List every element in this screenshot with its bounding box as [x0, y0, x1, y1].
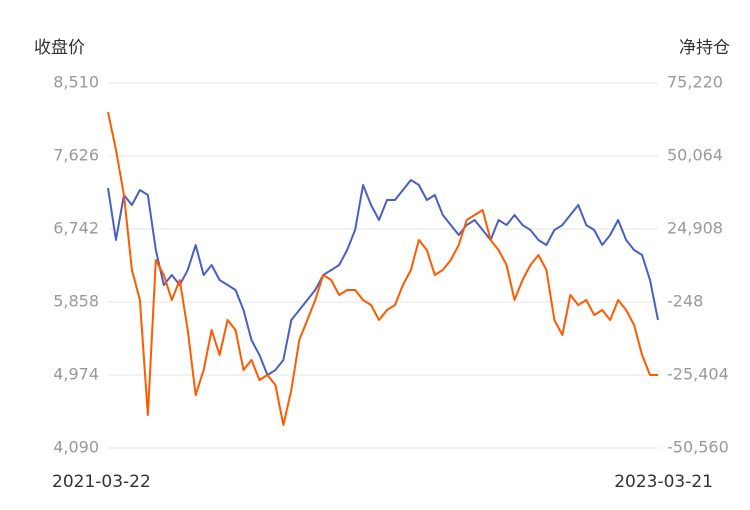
- y-tick-label: 7,626: [53, 146, 99, 165]
- y-tick-label: 5,858: [53, 292, 99, 311]
- y-tick-label: 4,090: [53, 438, 99, 457]
- y-tick-label: 4,974: [53, 365, 99, 384]
- y2-tick-label: 75,220: [667, 73, 723, 92]
- y-tick-label: 6,742: [53, 219, 99, 238]
- y-tick-label: 8,510: [53, 73, 99, 92]
- y2-tick-label: -25,404: [667, 365, 729, 384]
- y-axis-title: 收盘价: [34, 38, 85, 58]
- y2-tick-label: 24,908: [667, 219, 723, 238]
- y2-tick-label: 50,064: [667, 146, 723, 165]
- x-tick-label: 2021-03-22: [52, 472, 151, 492]
- series-line: [107, 111, 658, 426]
- y2-tick-label: -50,560: [667, 438, 729, 457]
- x-tick-label: 2023-03-21: [614, 472, 713, 492]
- series-line: [107, 179, 659, 376]
- y2-axis-title: 净持仓: [679, 38, 730, 58]
- y2-tick-label: -248: [667, 292, 703, 311]
